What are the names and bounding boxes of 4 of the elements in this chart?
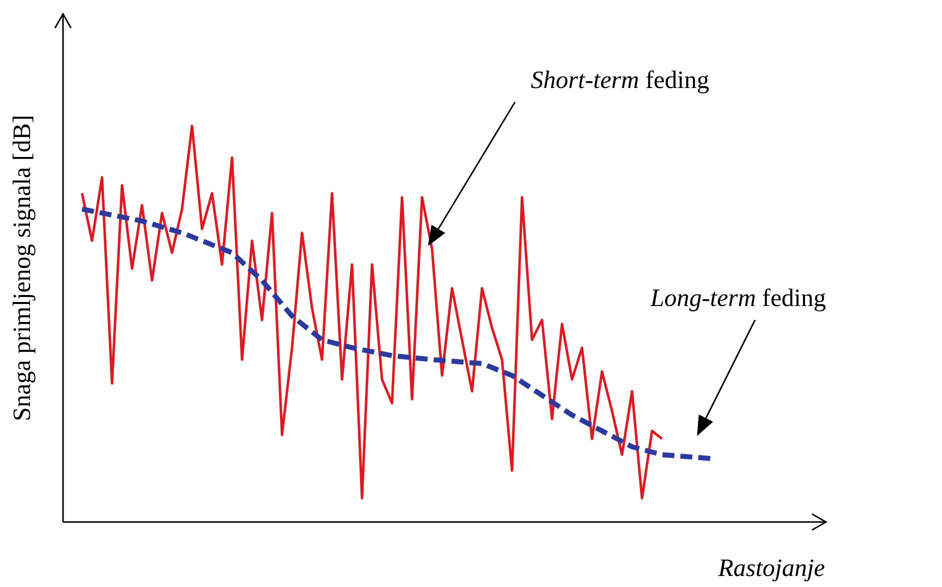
x-axis-title: Rastojanje — [717, 555, 825, 582]
text: Short-term feding — [530, 67, 710, 94]
annotation: Long-term feding — [649, 285, 826, 312]
y-axis-title: Snaga primljenog signala [dB] — [9, 114, 36, 422]
